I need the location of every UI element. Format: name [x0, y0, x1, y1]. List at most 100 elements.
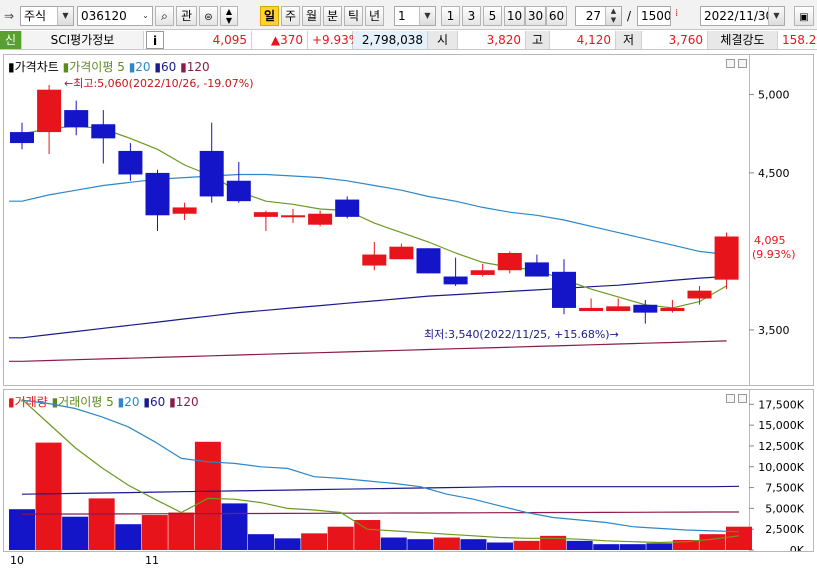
volume-bar	[274, 538, 301, 550]
spin-icon: ▲ ▼	[605, 7, 621, 25]
interval-1-button[interactable]: 1	[441, 6, 460, 26]
volume-bar	[248, 534, 274, 550]
price-candle	[714, 236, 739, 280]
tab-tick[interactable]: 틱	[344, 6, 363, 26]
price-chart-svg: 3,500 4,500 5,000 ←최고:5,060(2022/10/26, -19…	[9, 77, 796, 362]
interval-3-label: 3	[467, 9, 476, 23]
tab-week[interactable]: 주	[281, 6, 300, 26]
high-label-text: 고	[531, 33, 544, 47]
interval-5-button[interactable]: 5	[483, 6, 502, 26]
code-input[interactable]: 036120 ⌄	[77, 6, 153, 26]
interval-10-button[interactable]: 10	[504, 6, 525, 26]
price-legend-title: 가격차트	[14, 60, 59, 74]
tab-month[interactable]: 월	[302, 6, 321, 26]
volume-bar	[354, 520, 381, 550]
strength-value: 158.22	[778, 31, 817, 49]
date-value: 2022/11/30	[704, 9, 774, 23]
count-input[interactable]: 27 ▲ ▼	[575, 6, 622, 26]
x-axis: 10 11	[0, 552, 817, 569]
tab-minute-label: 분	[326, 9, 339, 23]
price-axis-divider	[749, 55, 750, 385]
volume-bar	[115, 524, 142, 550]
volume-axis-label: 5,000K	[765, 502, 804, 515]
volume-bar	[301, 533, 328, 550]
window-arrow-icon[interactable]: ⇒	[4, 9, 15, 23]
info-icon: i	[152, 34, 158, 48]
legend-marker-icon: ▮	[51, 395, 59, 409]
price-candle	[443, 276, 468, 285]
interval-3-button[interactable]: 3	[462, 6, 481, 26]
high-price: 4,120	[550, 31, 616, 49]
legend-marker-icon: ▮	[180, 60, 187, 74]
volume-ma120-line	[21, 511, 739, 515]
count-total-input[interactable]: 1500	[637, 6, 671, 26]
spin-down-icon: ▼	[225, 16, 233, 25]
price-ma60-line	[9, 275, 727, 339]
gwan-label: 관	[180, 9, 193, 23]
price-candle	[308, 213, 333, 225]
pane-maximize-icon[interactable]	[726, 59, 735, 68]
interval-60-label: 60	[548, 9, 565, 23]
price-candle	[64, 110, 89, 128]
pane-maximize-icon[interactable]	[726, 394, 735, 403]
volume-bar	[221, 503, 248, 550]
price-chart-pane[interactable]: ▮가격차트 ▮가격이평 5 ▮20 ▮60 ▮120 3,500 4,500 5,0…	[3, 54, 814, 386]
x-tick-label: 11	[145, 554, 159, 567]
x-tick-label: 10	[10, 554, 24, 567]
market-select[interactable]: 주식 ▼	[20, 6, 74, 26]
credit-tag-label: 신	[4, 33, 17, 47]
volume-bar	[62, 516, 89, 550]
volume-ma5-line	[21, 398, 740, 544]
tab-week-label: 주	[284, 9, 297, 23]
volume-axis-label: 2,500K	[765, 523, 804, 536]
link-button[interactable]: ⊜	[199, 6, 218, 26]
price-candle	[633, 304, 658, 313]
volume-bar	[433, 537, 460, 550]
price-change-value: ▲370	[270, 33, 303, 47]
high-label: 고	[526, 31, 550, 49]
grid-dots-icon[interactable]: ⁞	[675, 8, 679, 19]
price-change-pct: +9.93%	[308, 31, 360, 49]
info-button[interactable]: i	[146, 31, 164, 49]
current-pct-marker: (9.93%)	[752, 248, 796, 261]
date-picker[interactable]: 2022/11/30 ▼	[700, 6, 785, 26]
volume-axis-label: 7,500K	[765, 482, 804, 495]
volume-axis-label: 0K	[790, 544, 805, 551]
tab-minute[interactable]: 분	[323, 6, 342, 26]
volume-chart-pane[interactable]: ▮거래량 ▮거래이평 5 ▮20 ▮60 ▮120 0K 2,500K 5,000K…	[3, 389, 814, 552]
price-candle	[172, 207, 197, 214]
window-icon: ▣	[799, 12, 809, 23]
strength-label-text: 체결강도	[720, 33, 765, 47]
volume-bar	[513, 540, 540, 550]
volume-axis-label: 15,000K	[758, 419, 804, 432]
price-ma120-label: 120	[186, 60, 210, 74]
tab-day[interactable]: 일	[260, 6, 279, 26]
legend-marker-icon: ▮	[128, 60, 136, 74]
tab-year[interactable]: 년	[365, 6, 384, 26]
low-price-value: 3,760	[668, 33, 703, 47]
price-candle	[524, 262, 549, 277]
volume-axis-label: 10,000K	[758, 461, 804, 474]
volume-axis-label: 12,500K	[758, 440, 804, 453]
price-candle	[416, 248, 441, 274]
volume-ma120-label: 120	[175, 395, 199, 409]
volume-bar	[699, 534, 726, 550]
window-menu-button[interactable]: ▣	[794, 6, 814, 26]
volume-ma20-line	[21, 399, 740, 533]
volume-axis-label: 17,500K	[758, 398, 804, 411]
pane-close-icon[interactable]	[738, 59, 747, 68]
interval-60-button[interactable]: 60	[546, 6, 567, 26]
volume-bar	[407, 539, 434, 550]
pane-close-icon[interactable]	[738, 394, 747, 403]
legend-marker-icon: ▮	[62, 60, 70, 74]
search-button[interactable]: ⌕	[155, 6, 174, 26]
interval-select[interactable]: 1 ▼	[394, 6, 436, 26]
chevron-down-icon: ▼	[419, 7, 435, 25]
market-select-value: 주식	[24, 9, 47, 23]
gwan-button[interactable]: 관	[176, 6, 197, 26]
open-label-text: 시	[436, 33, 449, 47]
price-candle	[253, 212, 278, 217]
price-legend: ▮가격차트 ▮가격이평 5 ▮20 ▮60 ▮120	[8, 58, 210, 75]
interval-30-button[interactable]: 30	[525, 6, 546, 26]
updown-button[interactable]: ▲ ▼	[220, 6, 238, 26]
